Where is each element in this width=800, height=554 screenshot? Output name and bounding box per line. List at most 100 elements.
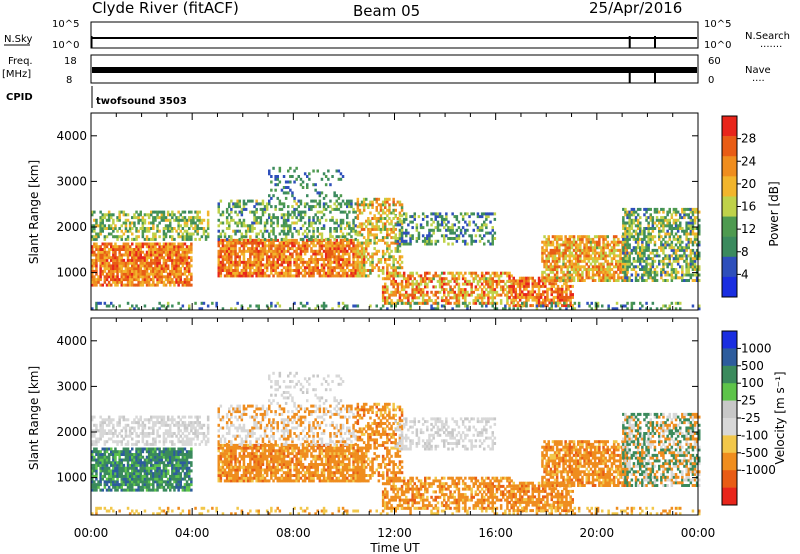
echo-cell (282, 241, 286, 245)
echo-cell (512, 276, 515, 280)
echo-cell (164, 275, 168, 279)
echo-cell (287, 229, 290, 233)
echo-cell (217, 271, 220, 275)
echo-cell (606, 235, 609, 239)
echo-cell (478, 301, 482, 305)
echo-cell (101, 272, 104, 276)
echo-cell (647, 248, 650, 252)
echo-cell (234, 266, 237, 270)
echo-cell (602, 262, 605, 266)
echo-cell (219, 241, 223, 245)
echo-cell (303, 304, 307, 308)
echo-cell (598, 243, 601, 247)
echo-cell (356, 255, 360, 259)
echo-cell (658, 210, 661, 214)
echo-cell (251, 229, 254, 233)
echo-cell (350, 202, 353, 206)
echo-cell (628, 257, 631, 261)
echo-cell (278, 255, 282, 259)
echo-cell (137, 280, 140, 284)
echo-cell (628, 216, 631, 220)
echo-cell (407, 231, 410, 235)
echo-cell (181, 280, 185, 284)
echo-cell (579, 268, 582, 271)
echo-cell (179, 278, 182, 282)
power-colorbar-block (722, 236, 737, 258)
echo-cell (158, 248, 161, 251)
echo-cell (339, 274, 343, 278)
echo-cell (394, 288, 397, 292)
echo-cell (316, 227, 319, 230)
station-title: Clyde River (fitACF) (92, 0, 239, 17)
echo-cell (110, 216, 113, 220)
echo-cell (99, 261, 102, 265)
echo-cell (301, 269, 305, 272)
echo-cell (337, 207, 341, 211)
echo-cell (101, 258, 104, 262)
echo-cell (158, 242, 161, 246)
echo-cell (118, 250, 121, 254)
echo-cell (365, 269, 368, 272)
echo-cell (192, 221, 195, 225)
echo-cell (299, 258, 303, 261)
echo-cell (169, 275, 172, 279)
echo-cell (683, 279, 686, 282)
echo-cell (240, 213, 244, 217)
echo-cell (166, 229, 170, 233)
echo-cell (546, 295, 549, 299)
echo-cell (265, 266, 269, 270)
echo-cell (280, 263, 284, 267)
echo-cell (369, 203, 372, 207)
echo-cell (118, 227, 121, 230)
echo-cell (160, 269, 164, 273)
echo-cell (276, 260, 279, 264)
echo-cell (672, 235, 676, 239)
echo-cell (137, 269, 140, 273)
echo-cell (390, 301, 393, 305)
echo-cell (647, 229, 650, 233)
echo-cell (126, 269, 130, 273)
echo-cell (483, 296, 486, 300)
echo-cell (386, 236, 389, 240)
echo-cell (289, 229, 292, 233)
echo-cell (93, 227, 96, 230)
echo-cell (407, 277, 410, 281)
echo-cell (676, 229, 680, 233)
echo-cell (346, 249, 349, 253)
echo-cell (381, 288, 385, 292)
echo-cell (257, 232, 260, 236)
echo-cell (679, 224, 682, 228)
echo-cell (564, 262, 567, 266)
echo-cell (228, 252, 231, 256)
echo-cell (670, 240, 674, 244)
echo-cell (255, 249, 258, 253)
echo-cell (394, 279, 397, 283)
echo-cell (392, 279, 395, 283)
echo-cell (457, 285, 461, 289)
echo-cell (369, 271, 372, 275)
echo-cell (287, 271, 290, 275)
echo-cell (400, 255, 404, 259)
echo-cell (369, 211, 372, 215)
echo-cell (287, 186, 290, 189)
echo-cell (377, 274, 381, 278)
echo-cell (270, 218, 273, 222)
echo-cell (242, 218, 246, 222)
echo-cell (664, 216, 667, 220)
echo-cell (367, 222, 370, 226)
echo-cell (179, 272, 182, 276)
echo-cell (217, 258, 220, 261)
echo-cell (234, 238, 237, 242)
echo-cell (335, 205, 338, 209)
echo-cell (314, 252, 317, 256)
echo-cell (114, 235, 117, 239)
echo-cell (354, 266, 357, 270)
echo-cell (103, 258, 107, 262)
echo-cell (236, 301, 239, 305)
echo-cell (583, 279, 586, 282)
echo-cell (274, 269, 277, 272)
echo-cell (230, 218, 233, 222)
echo-cell (126, 229, 130, 233)
echo-cell (371, 203, 374, 207)
echo-cell (265, 238, 269, 242)
